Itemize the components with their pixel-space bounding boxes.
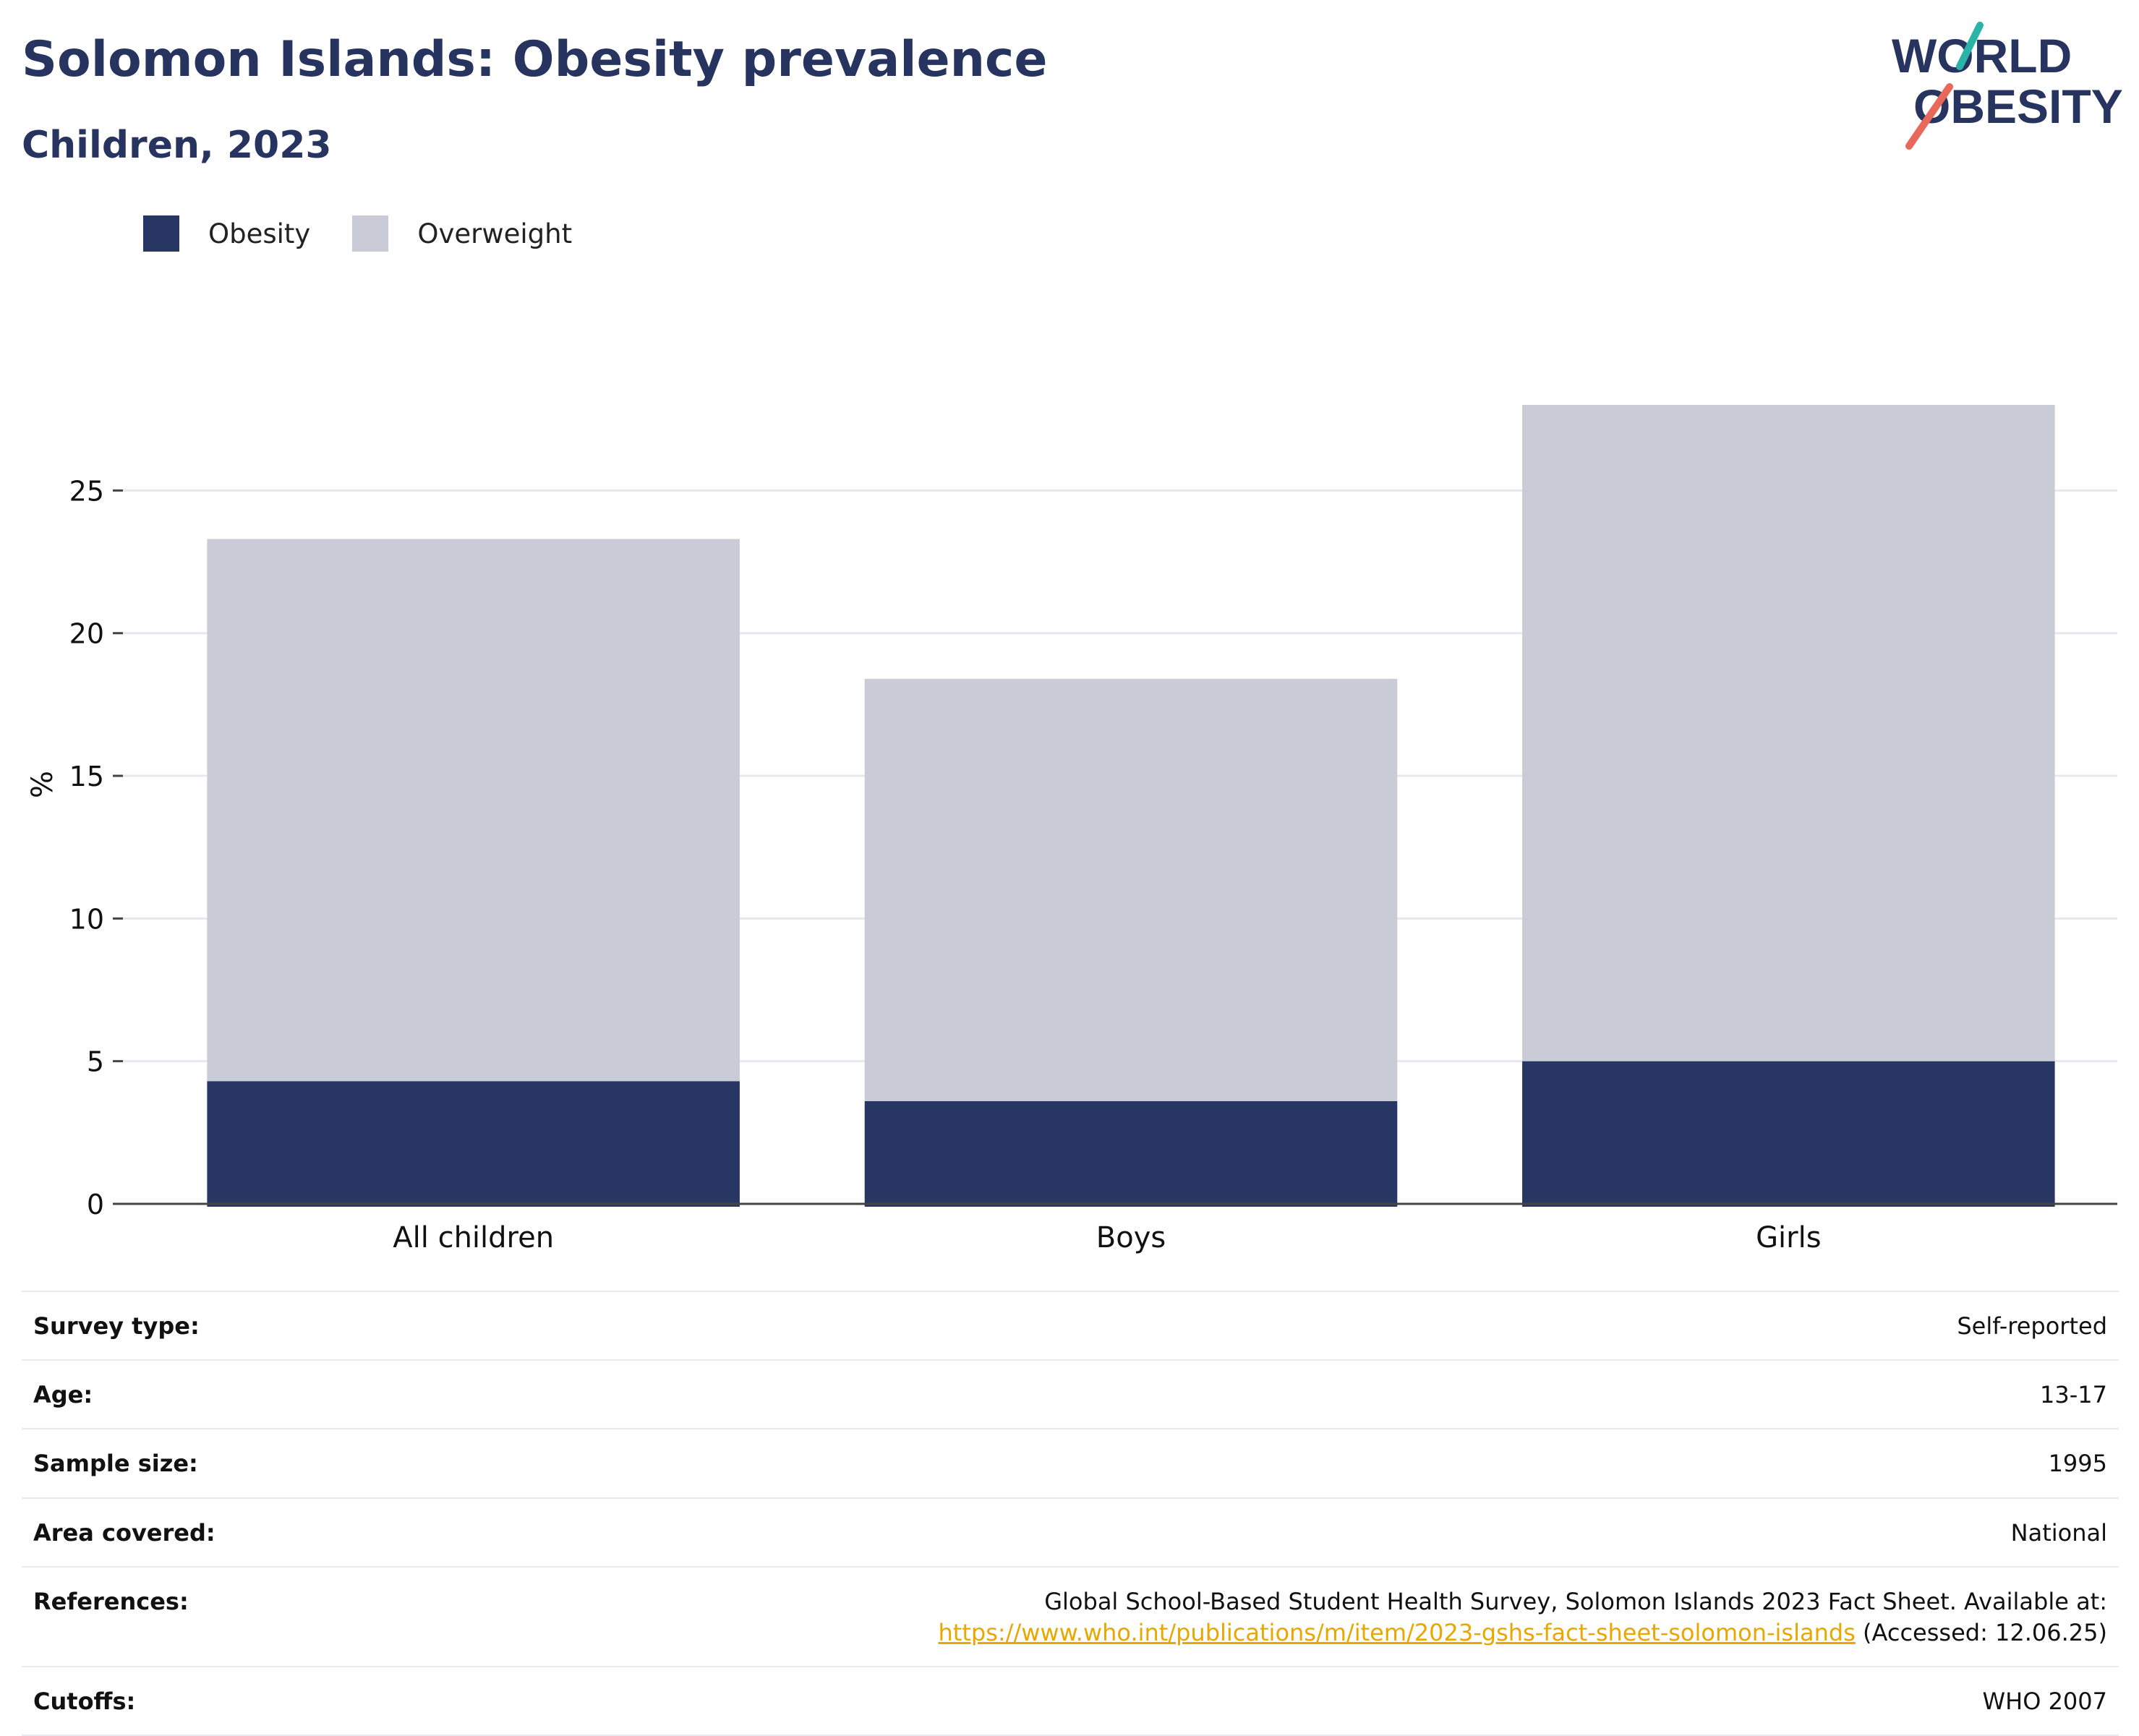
reference-link[interactable]: https://www.who.int/publications/m/item/…	[938, 1618, 1856, 1646]
sample-size-label: Sample size:	[33, 1450, 198, 1478]
survey-info-table: Survey type: Self-reported Age: 13-17 Sa…	[22, 1291, 2119, 1736]
info-row-references: References: Global School-Based Student …	[22, 1565, 2119, 1666]
references-accessed: (Accessed: 12.06.25)	[1863, 1618, 2107, 1646]
info-row-area-covered: Area covered: National	[22, 1497, 2119, 1566]
y-tick-label: 20	[69, 618, 104, 650]
y-tick-label: 5	[87, 1046, 104, 1078]
world-obesity-logo: WORLD OBESITY	[1892, 22, 2123, 150]
references-text: Global School-Based Student Health Surve…	[1044, 1587, 2107, 1615]
logo-slash-coral	[1905, 83, 1953, 150]
bar-overweight-girls	[1522, 405, 2055, 1061]
axes: 0 5 10 15 20 25 All children Boys Girls	[69, 475, 2117, 1254]
legend-swatch-obesity	[143, 215, 179, 252]
legend-label-overweight: Overweight	[417, 218, 573, 249]
x-tick-label: Girls	[1756, 1221, 1822, 1254]
area-covered-label: Area covered:	[33, 1518, 215, 1547]
legend-item-obesity: Obesity	[143, 215, 310, 252]
y-tick-label: 15	[69, 761, 104, 792]
logo-line1: WORLD	[1892, 29, 2072, 82]
age-value: 13-17	[2040, 1381, 2107, 1409]
age-label: Age:	[33, 1381, 93, 1409]
references-label: References:	[33, 1587, 189, 1615]
references-value: Global School-Based Student Health Surve…	[939, 1586, 2107, 1649]
page-subtitle: Children, 2023	[22, 124, 332, 167]
bar-overweight-boys	[864, 678, 1398, 1101]
bar-obesity-boys	[864, 1100, 1398, 1207]
cutoffs-value: WHO 2007	[1982, 1688, 2108, 1716]
x-tick-label: All children	[393, 1221, 554, 1254]
legend-item-overweight: Overweight	[352, 215, 572, 252]
sample-size-value: 1995	[2048, 1450, 2107, 1478]
y-tick-label: 10	[69, 903, 104, 935]
bar-obesity-girls	[1522, 1061, 2055, 1207]
bar-chart: 0 5 10 15 20 25 All children Boys Girls %	[26, 405, 2117, 1254]
page-title: Solomon Islands: Obesity prevalence	[22, 31, 1048, 88]
legend-label-obesity: Obesity	[208, 218, 311, 249]
y-tick-label: 25	[69, 475, 104, 507]
legend-swatch-overweight	[352, 215, 389, 252]
info-row-sample-size: Sample size: 1995	[22, 1428, 2119, 1497]
info-row-survey-type: Survey type: Self-reported	[22, 1291, 2119, 1359]
bars	[207, 405, 2055, 1207]
x-tick-label: Boys	[1096, 1221, 1166, 1254]
info-row-age: Age: 13-17	[22, 1359, 2119, 1428]
survey-type-value: Self-reported	[1957, 1312, 2107, 1340]
survey-type-label: Survey type:	[33, 1312, 200, 1340]
logo-slash-teal	[1956, 22, 1984, 70]
bar-overweight-all-children	[207, 539, 740, 1082]
area-covered-value: National	[2010, 1518, 2107, 1547]
y-tick-label: 0	[87, 1189, 104, 1220]
cutoffs-label: Cutoffs:	[33, 1688, 136, 1716]
y-axis-label: %	[26, 771, 59, 798]
chart-legend: Obesity Overweight	[143, 215, 614, 252]
bar-obesity-all-children	[207, 1081, 740, 1207]
info-row-cutoffs: Cutoffs: WHO 2007	[22, 1666, 2119, 1736]
